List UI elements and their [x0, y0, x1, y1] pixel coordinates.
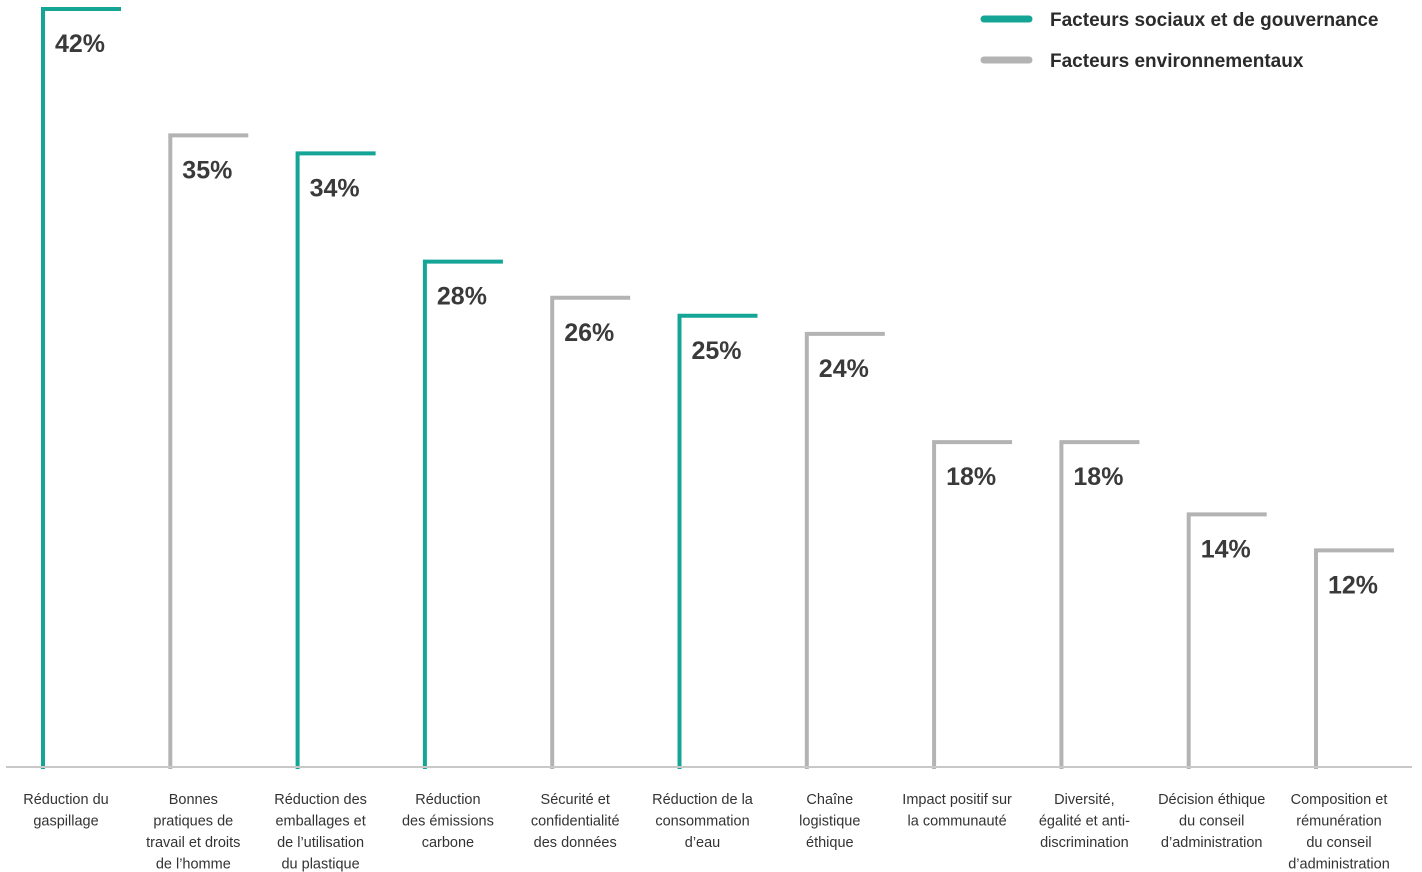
- category-label-line: du conseil: [1306, 835, 1371, 851]
- data-label-7: 24%: [819, 355, 869, 383]
- category-label-3: Réduction des emballages et de l’utilisati…: [274, 792, 367, 872]
- data-label-11: 12%: [1328, 571, 1378, 599]
- category-label-line: du conseil: [1179, 814, 1244, 830]
- category-label-line: Réduction: [415, 792, 480, 808]
- category-label-line: Bonnes: [169, 792, 218, 808]
- category-label-line: rémunération: [1296, 814, 1381, 830]
- category-label-7: Chaîne logistique éthique: [799, 792, 860, 851]
- category-label-line: du plastique: [281, 857, 359, 872]
- category-label-line: des données: [534, 835, 617, 851]
- category-label-line: Composition et: [1291, 792, 1388, 808]
- category-label-line: Réduction du: [23, 792, 108, 808]
- category-label-line: de l’utilisation: [277, 835, 364, 851]
- category-label-10: Décision éthique du conseil d’administrati…: [1158, 792, 1265, 851]
- bar-3: 34%: [295, 151, 376, 769]
- bar-mark-4: [422, 259, 503, 769]
- bar-mark-6: [677, 313, 758, 769]
- bar-1: 42%: [41, 7, 121, 769]
- category-label-line: Chaîne: [806, 792, 853, 808]
- legend-label: Facteurs sociaux et de gouvernance: [1050, 10, 1378, 31]
- legend-item-1: Facteurs sociaux et de gouvernance: [980, 10, 1378, 31]
- bar-mark-3: [295, 151, 376, 769]
- data-label-4: 28%: [437, 283, 487, 311]
- category-label-line: de l’homme: [156, 857, 231, 872]
- bar-6: 25%: [677, 313, 758, 769]
- category-label-line: Réduction des: [274, 792, 367, 808]
- bar-mark-11: [1314, 548, 1394, 769]
- bar-8: 18%: [932, 440, 1013, 769]
- data-label-9: 18%: [1073, 463, 1123, 491]
- data-label-5: 26%: [564, 319, 614, 347]
- category-label-line: carbone: [422, 835, 474, 851]
- category-label-line: consommation: [655, 814, 749, 830]
- category-label-2: Bonnes pratiques de travail et droits de l’…: [146, 792, 240, 872]
- bar-9: 18%: [1059, 440, 1140, 769]
- category-label-line: emballages et: [275, 814, 365, 830]
- category-label-line: Impact positif sur: [902, 792, 1012, 808]
- category-label-line: logistique: [799, 814, 860, 830]
- category-label-line: éthique: [806, 835, 854, 851]
- category-label-line: d’eau: [685, 835, 720, 851]
- category-label-11: Composition et rémunération du conseil d’ad…: [1288, 792, 1390, 872]
- bar-5: 26%: [550, 295, 631, 769]
- category-label-1: Réduction du gaspillage: [23, 792, 108, 830]
- bar-7: 24%: [804, 331, 885, 769]
- legend-item-2: Facteurs environnementaux: [980, 51, 1304, 72]
- bar-mark-1: [41, 7, 121, 769]
- category-label-line: la communauté: [908, 814, 1007, 830]
- bar-mark-10: [1186, 512, 1267, 769]
- data-label-1: 42%: [55, 30, 105, 58]
- category-label-line: Réduction de la: [652, 792, 754, 808]
- bars-group: 42% 35% 34% 28% 26% 25% 24% 18% 18% 14% 12%: [41, 7, 1394, 769]
- data-label-2: 35%: [182, 156, 232, 184]
- bar-mark-9: [1059, 440, 1140, 769]
- bar-2: 35%: [168, 133, 249, 769]
- bar-11: 12%: [1314, 548, 1394, 769]
- data-label-6: 25%: [692, 337, 742, 365]
- category-labels: Réduction du gaspillage Bonnes pratiques de…: [23, 792, 1390, 872]
- category-label-line: Sécurité et: [541, 792, 610, 808]
- category-label-line: Décision éthique: [1158, 792, 1265, 808]
- bar-mark-5: [550, 295, 631, 769]
- legend-label: Facteurs environnementaux: [1050, 51, 1304, 72]
- category-label-line: pratiques de: [153, 814, 233, 830]
- category-label-line: des émissions: [402, 814, 494, 830]
- category-label-line: d’administration: [1288, 857, 1390, 872]
- category-label-line: Diversité,: [1054, 792, 1114, 808]
- category-label-9: Diversité, égalité et anti-discrimination: [1039, 792, 1130, 851]
- bar-mark-8: [932, 440, 1013, 769]
- category-label-8: Impact positif sur la communauté: [902, 792, 1012, 830]
- category-label-line: travail et droits: [146, 835, 240, 851]
- legend: Facteurs sociaux et de gouvernance Facteu…: [980, 10, 1378, 72]
- category-label-5: Sécurité et confidentialité des données: [531, 792, 620, 851]
- data-label-10: 14%: [1201, 535, 1251, 563]
- bar-4: 28%: [422, 259, 503, 769]
- data-label-3: 34%: [310, 174, 360, 202]
- category-label-line: d’administration: [1161, 835, 1263, 851]
- bar-mark-2: [168, 133, 249, 769]
- data-label-8: 18%: [946, 463, 996, 491]
- category-label-line: discrimination: [1040, 835, 1129, 851]
- category-label-line: égalité et anti-: [1039, 814, 1130, 830]
- category-label-line: gaspillage: [33, 814, 98, 830]
- category-label-6: Réduction de la consommation d’eau: [652, 792, 754, 851]
- category-label-line: confidentialité: [531, 814, 620, 830]
- bar-10: 14%: [1186, 512, 1267, 769]
- category-label-4: Réduction des émissions carbone: [402, 792, 494, 851]
- bar-mark-7: [804, 331, 885, 769]
